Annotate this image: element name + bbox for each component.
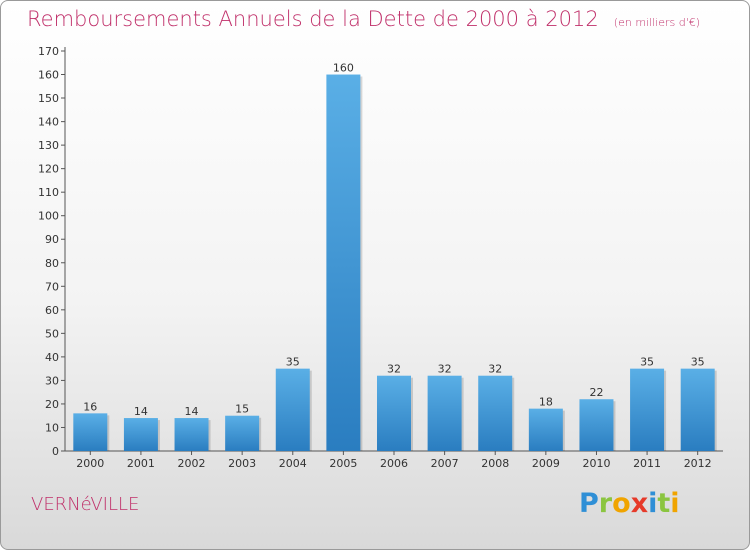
y-tick-label: 10 bbox=[45, 421, 59, 434]
bar-value-label: 32 bbox=[488, 363, 502, 376]
logo-letter: i bbox=[670, 488, 680, 519]
bar-value-label: 35 bbox=[640, 356, 654, 369]
logo-letter: P bbox=[579, 488, 599, 519]
y-tick-label: 70 bbox=[45, 280, 59, 293]
y-tick-label: 100 bbox=[38, 210, 59, 223]
logo-letter: o bbox=[612, 488, 631, 519]
bar-value-label: 15 bbox=[235, 403, 249, 416]
bars: 16 14 14 15 35 160 32 32 32 18 22 35 35 bbox=[73, 62, 717, 451]
x-tick-label: 2007 bbox=[431, 457, 459, 470]
bar bbox=[579, 399, 614, 451]
bar-value-label: 35 bbox=[691, 356, 705, 369]
x-tick-label: 2003 bbox=[228, 457, 256, 470]
x-tick-label: 2011 bbox=[633, 457, 661, 470]
bar bbox=[174, 418, 209, 451]
y-tick-label: 150 bbox=[38, 92, 59, 105]
y-tick-label: 0 bbox=[52, 445, 59, 458]
x-tick-label: 2004 bbox=[279, 457, 307, 470]
y-tick-label: 60 bbox=[45, 304, 59, 317]
bar-value-label: 160 bbox=[333, 62, 354, 75]
x-axis: 2000 2001 2002 2003 2004 2005 2006 2007 2008 2009… bbox=[65, 450, 723, 470]
x-tick-label: 2009 bbox=[532, 457, 560, 470]
bar-value-label: 35 bbox=[286, 356, 300, 369]
bar bbox=[630, 368, 665, 451]
bar-value-label: 32 bbox=[438, 363, 452, 376]
y-tick-label: 160 bbox=[38, 69, 59, 82]
y-tick-label: 110 bbox=[38, 186, 59, 199]
x-tick-label: 2002 bbox=[178, 457, 206, 470]
x-tick-label: 2001 bbox=[127, 457, 155, 470]
commune-name: VERNéVILLE bbox=[31, 494, 140, 515]
bar-value-label: 18 bbox=[539, 396, 553, 409]
bar bbox=[73, 413, 108, 451]
bar-value-label: 14 bbox=[185, 405, 199, 418]
bar-value-label: 16 bbox=[83, 400, 97, 413]
bar bbox=[326, 74, 361, 451]
x-tick-label: 2000 bbox=[76, 457, 104, 470]
chart-title-text: Remboursements Annuels de la Dette de 20… bbox=[27, 7, 599, 31]
bar bbox=[377, 375, 411, 451]
bar-value-label: 32 bbox=[387, 363, 401, 376]
y-tick-label: 130 bbox=[38, 139, 59, 152]
y-tick-label: 170 bbox=[38, 45, 59, 58]
proxiti-logo[interactable]: Proxiti bbox=[579, 488, 680, 519]
y-tick-label: 80 bbox=[45, 257, 59, 270]
y-tick-label: 140 bbox=[38, 116, 59, 129]
logo-letter: i bbox=[648, 488, 658, 519]
logo-letter: t bbox=[657, 488, 671, 519]
chart-title: Remboursements Annuels de la Dette de 20… bbox=[27, 7, 700, 31]
x-tick-label: 2012 bbox=[684, 457, 712, 470]
bar bbox=[225, 415, 260, 451]
bar-value-label: 14 bbox=[134, 405, 148, 418]
bar bbox=[478, 375, 513, 451]
bar bbox=[528, 408, 563, 451]
y-tick-label: 30 bbox=[45, 374, 59, 387]
y-tick-label: 50 bbox=[45, 327, 59, 340]
bar bbox=[123, 418, 158, 451]
bar bbox=[680, 368, 715, 451]
y-tick-label: 20 bbox=[45, 398, 59, 411]
chart-unit-text: (en milliers d'€) bbox=[613, 16, 701, 29]
bar bbox=[275, 368, 310, 451]
logo-letter: x bbox=[630, 488, 649, 519]
bar bbox=[427, 375, 462, 451]
x-tick-label: 2008 bbox=[481, 457, 509, 470]
y-axis: 0 10 20 30 40 50 60 70 80 90 100 110 120 130 140 150 160… bbox=[38, 45, 66, 458]
bar-value-label: 22 bbox=[589, 386, 603, 399]
y-tick-label: 40 bbox=[45, 351, 59, 364]
y-tick-label: 120 bbox=[38, 163, 59, 176]
x-tick-label: 2006 bbox=[380, 457, 408, 470]
y-tick-label: 90 bbox=[45, 233, 59, 246]
logo-letter: r bbox=[598, 488, 613, 519]
x-tick-label: 2010 bbox=[582, 457, 610, 470]
x-tick-label: 2005 bbox=[329, 457, 357, 470]
